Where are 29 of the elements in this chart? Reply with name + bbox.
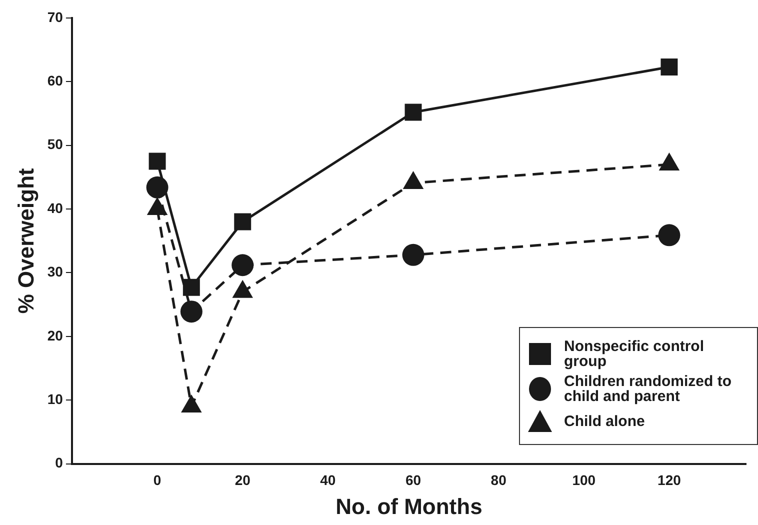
y-tick-label: 10 (47, 390, 64, 407)
point (234, 213, 252, 230)
y-tick-label: 50 (47, 136, 64, 152)
y-tick-label: 0 (55, 454, 64, 471)
point (148, 152, 166, 170)
point (404, 104, 422, 121)
x-tick-label: 80 (490, 472, 507, 488)
point (402, 244, 424, 266)
legend-label: Child alone (564, 412, 646, 430)
point (182, 278, 200, 296)
y-tick-label: 40 (47, 200, 64, 216)
point (180, 300, 202, 323)
y-tick-label: 20 (47, 327, 64, 344)
x-tick-label: 120 (658, 472, 682, 488)
x-tick-label: 20 (234, 472, 251, 488)
point (658, 224, 680, 246)
y-tick-label: 70 (47, 8, 64, 25)
x-tick-label: 60 (405, 472, 422, 488)
y-axis-title: % Overweight (13, 167, 38, 314)
legend-label: Nonspecific control group (564, 338, 706, 370)
x-axis-title: No. of Months (336, 494, 482, 519)
y-tick-label: 30 (47, 264, 64, 280)
point (232, 254, 254, 276)
legend-label: Children randomized to child and parent (564, 373, 733, 405)
x-tick-label: 0 (153, 472, 162, 488)
y-tick-label: 60 (47, 72, 64, 89)
point (660, 58, 678, 76)
x-tick-label: 40 (320, 472, 336, 488)
x-tick-label: 100 (572, 472, 596, 488)
